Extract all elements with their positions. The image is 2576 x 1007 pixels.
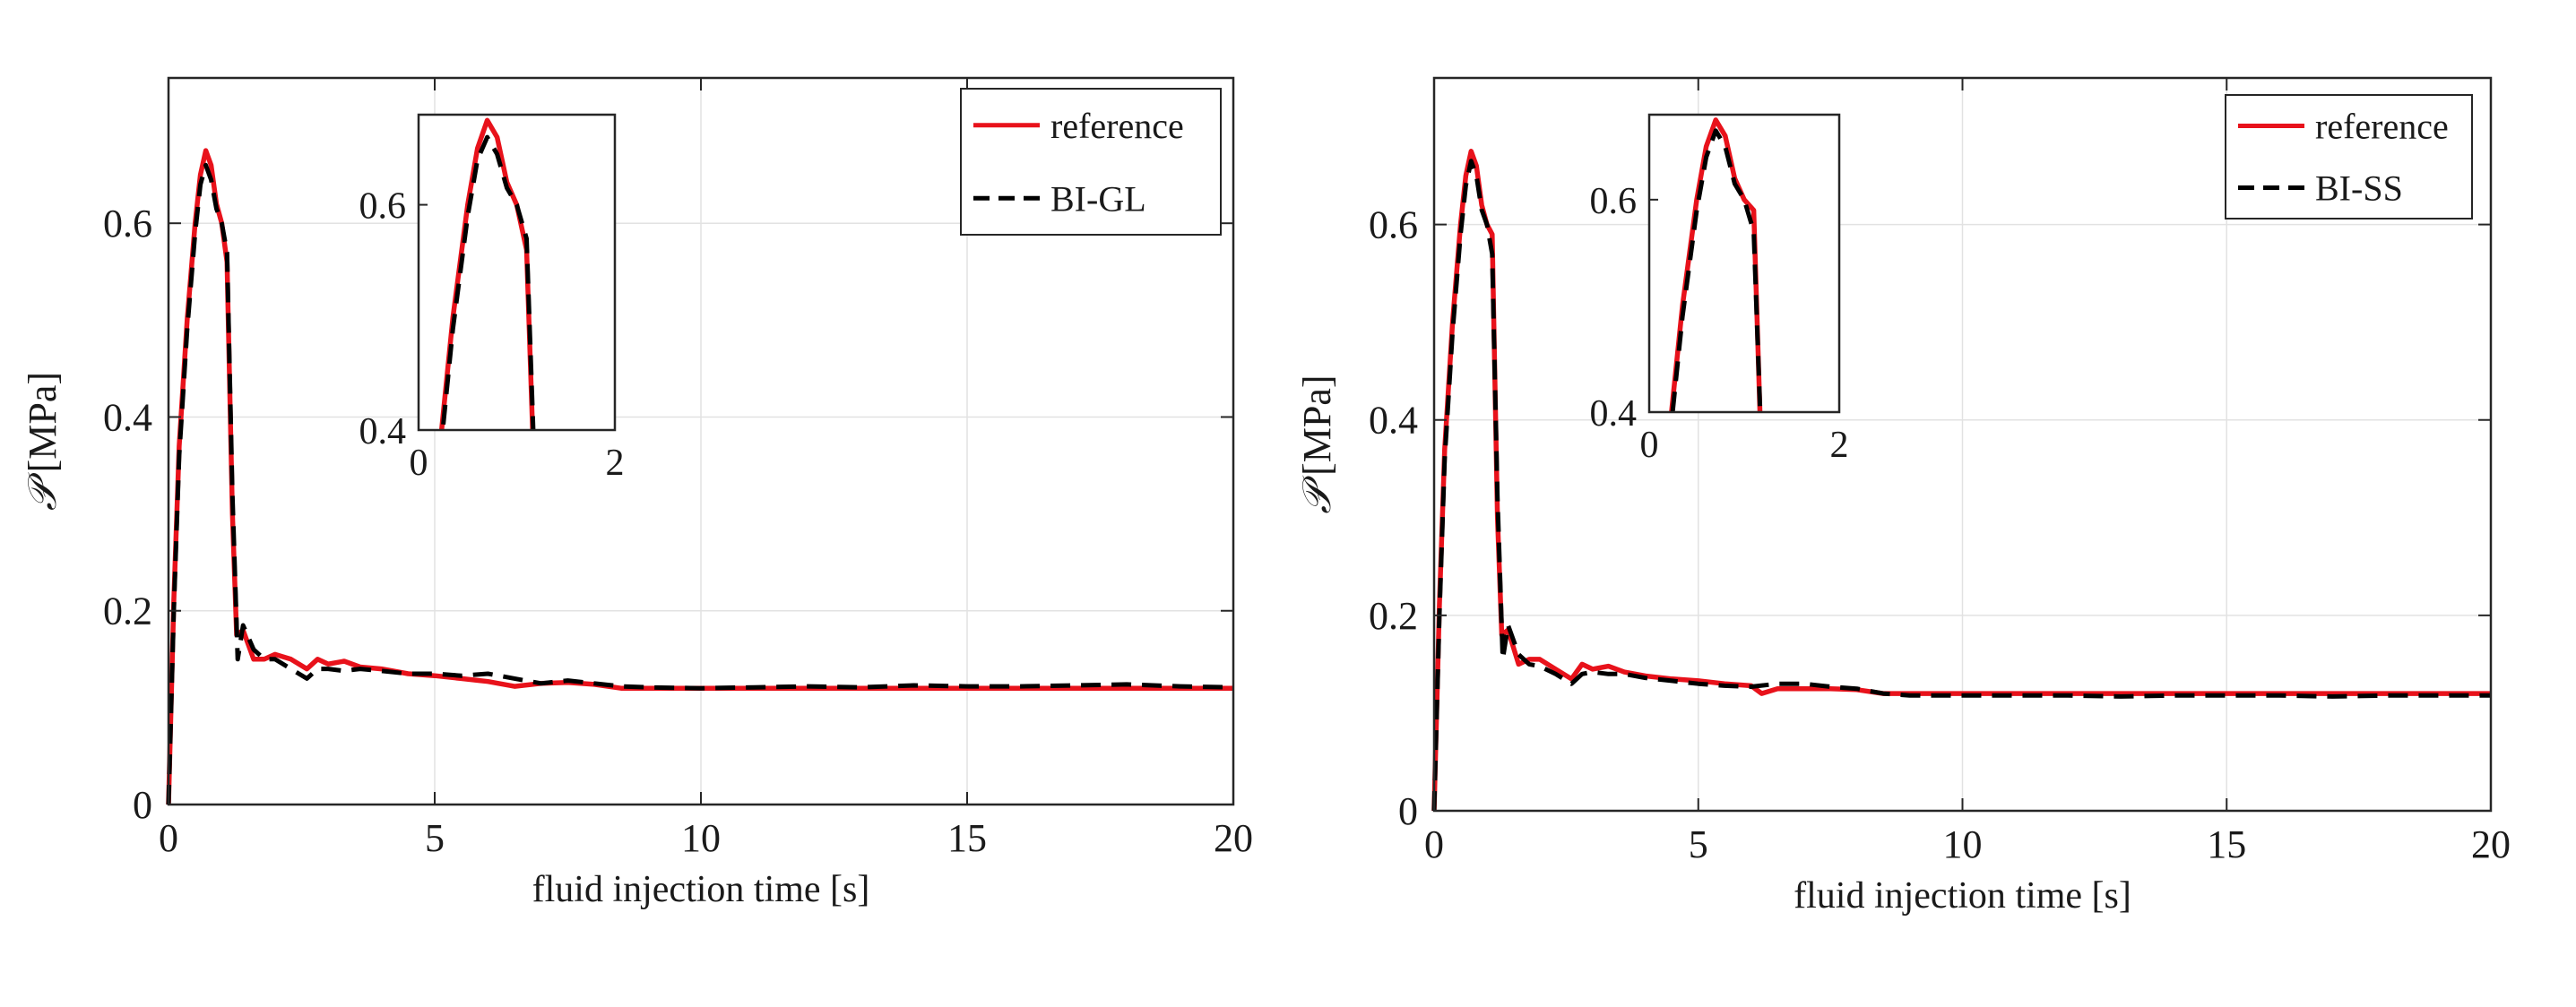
inset-y-tick-label: 0.4 xyxy=(359,411,407,452)
legend-label-bi-gl: BI-GL xyxy=(1050,178,1146,219)
y-tick-label: 0.6 xyxy=(1369,203,1418,247)
inset-x-tick-label: 2 xyxy=(1830,425,1849,466)
y-tick-label: 0.4 xyxy=(1369,399,1418,443)
inset-plot: 0 2 0.4 0.6 xyxy=(359,113,625,484)
y-tick-label: 0.6 xyxy=(103,202,152,245)
inset-background xyxy=(1649,115,1839,412)
y-axis-symbol: 𝒫 xyxy=(1295,476,1339,514)
x-tick-label: 15 xyxy=(2207,822,2246,866)
y-tick-label: 0.2 xyxy=(103,590,152,633)
x-tick-label: 20 xyxy=(1214,816,1253,860)
series-line-reference-inset xyxy=(438,117,535,430)
inset-x-tick-label: 0 xyxy=(410,443,428,484)
series-line-bi-gl xyxy=(166,162,1234,805)
series-line-bi-gl-inset xyxy=(440,134,536,430)
inset-y-tick-label: 0.6 xyxy=(1590,181,1638,222)
y-axis-unit: [MPa] xyxy=(21,372,65,472)
legend: reference BI-GL xyxy=(960,88,1222,236)
y-axis-unit: [MPa] xyxy=(1295,374,1339,475)
series-line-bi-ss-inset xyxy=(1670,128,1763,412)
x-tick-label: 20 xyxy=(2471,822,2511,866)
x-tick-label: 0 xyxy=(159,816,178,860)
inset-x-tick-label: 2 xyxy=(606,443,625,484)
legend-box xyxy=(2225,94,2473,219)
x-tick-label: 5 xyxy=(1689,822,1708,866)
y-axis-label: 𝒫 [MPa] xyxy=(1295,374,1339,513)
y-tick-label: 0.2 xyxy=(1369,594,1418,638)
y-tick-label: 0 xyxy=(1398,789,1418,833)
series-line-bi-ss xyxy=(1431,159,2491,812)
legend-label-reference: reference xyxy=(2315,107,2449,147)
x-tick-label: 15 xyxy=(947,816,987,860)
inset-y-tick-label: 0.4 xyxy=(1590,393,1638,435)
y-tick-label: 0.4 xyxy=(103,395,152,439)
x-axis-label: fluid injection time [s] xyxy=(532,869,870,910)
inset-plot: 0 2 0.4 0.6 xyxy=(1590,113,1849,466)
x-axis-label: fluid injection time [s] xyxy=(1794,875,2131,917)
inset-box xyxy=(1647,113,1841,414)
x-tick-label: 5 xyxy=(425,816,445,860)
legend-label-reference: reference xyxy=(1050,106,1184,146)
legend-box xyxy=(960,88,1222,236)
y-axis-label: 𝒫 [MPa] xyxy=(21,372,65,511)
inset-x-tick-label: 0 xyxy=(1640,425,1659,466)
legend-label-bi-ss: BI-SS xyxy=(2315,168,2403,209)
y-axis-symbol: 𝒫 xyxy=(21,472,65,511)
inset-box xyxy=(417,113,617,432)
x-tick-label: 10 xyxy=(681,816,721,860)
x-tick-label: 10 xyxy=(1943,822,1983,866)
inset-y-tick-label: 0.6 xyxy=(359,186,407,228)
x-tick-label: 0 xyxy=(1424,822,1444,866)
legend: reference BI-SS xyxy=(2225,94,2473,219)
inset-background xyxy=(419,115,615,430)
y-tick-label: 0 xyxy=(133,783,152,827)
